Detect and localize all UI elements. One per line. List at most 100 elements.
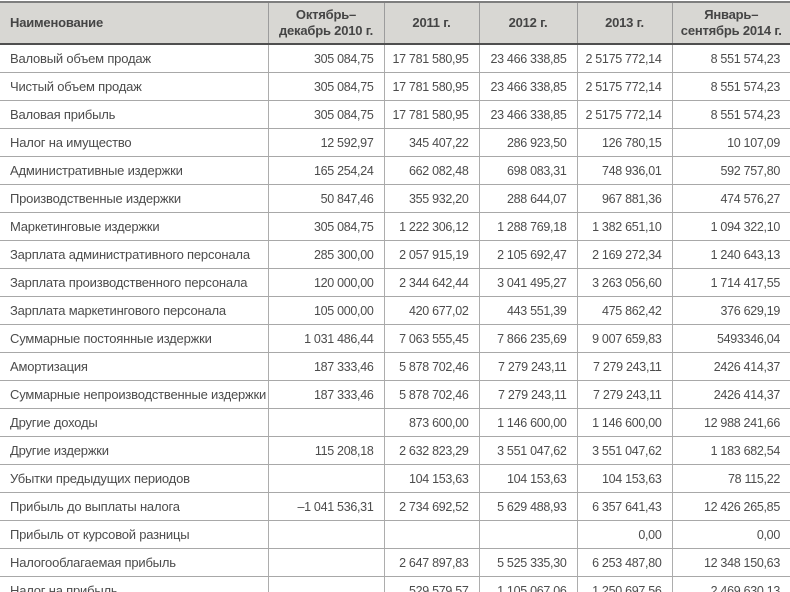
table-row: Прибыль до выплаты налога –1 041 536,31 2 …	[0, 492, 790, 521]
cell-value: 7 279 243,11	[576, 352, 672, 381]
cell-value: 165 254,24	[267, 156, 384, 185]
cell-value: 1 146 600,00	[478, 408, 577, 437]
row-label: Валовая прибыль	[0, 100, 268, 129]
cell-value: 7 866 235,69	[478, 324, 577, 353]
table-row: Прибыль от курсовой разницы 0,00 0,00	[0, 520, 790, 549]
cell-value: 23 466 338,85	[478, 100, 577, 129]
cell-value: 748 936,01	[576, 156, 672, 185]
cell-value: 967 881,36	[576, 184, 672, 213]
cell-value: 105 000,00	[267, 296, 384, 325]
cell-value: 3 263 056,60	[576, 268, 672, 297]
cell-value	[383, 520, 479, 549]
table-row: Зарплата производственного персонала 120 …	[0, 268, 790, 297]
table-row: Налог на прибыль 529 579,57 1 105 067,06 1 …	[0, 576, 790, 592]
cell-value: 115 208,18	[267, 436, 384, 465]
table-row: Суммарные постоянные издержки 1 031 486,4…	[0, 324, 790, 353]
table-row: Валовый объем продаж 305 084,75 17 781 580…	[0, 44, 790, 73]
cell-value: 8 551 574,23	[671, 100, 790, 129]
cell-value: 6 253 487,80	[576, 548, 672, 577]
table-row: Маркетинговые издержки 305 084,75 1 222 30…	[0, 212, 790, 241]
cell-value: 474 576,27	[671, 184, 790, 213]
cell-value: 305 084,75	[267, 72, 384, 101]
cell-value: 2 469 630,13	[671, 576, 790, 592]
row-label: Административные издержки	[0, 156, 268, 185]
cell-value: 2 169 272,34	[576, 240, 672, 269]
row-label: Чистый объем продаж	[0, 72, 268, 101]
cell-value: 8 551 574,23	[671, 44, 790, 73]
cell-value: 7 279 243,11	[478, 352, 577, 381]
cell-value: 12 592,97	[267, 128, 384, 157]
cell-value: 12 348 150,63	[671, 548, 790, 577]
cell-value: 1 250 697,56	[576, 576, 672, 592]
cell-value: 345 407,22	[383, 128, 479, 157]
cell-value: 873 600,00	[383, 408, 479, 437]
cell-value: 662 082,48	[383, 156, 479, 185]
table-header: Наименование Октябрь– декабрь 2010 г. 20…	[0, 2, 790, 45]
cell-value	[267, 408, 384, 437]
cell-value: 9 007 659,83	[576, 324, 672, 353]
table-row: Налог на имущество 12 592,97 345 407,22 286…	[0, 128, 790, 157]
cell-value: 12 988 241,66	[671, 408, 790, 437]
cell-value: 475 862,42	[576, 296, 672, 325]
row-label: Производственные издержки	[0, 184, 268, 213]
cell-value: 5493346,04	[671, 324, 790, 353]
cell-value: 376 629,19	[671, 296, 790, 325]
cell-value: 3 551 047,62	[576, 436, 672, 465]
column-header-2012: 2012 г.	[478, 2, 577, 45]
header-row: Наименование Октябрь– декабрь 2010 г. 20…	[0, 2, 790, 45]
cell-value: 2 344 642,44	[383, 268, 479, 297]
table-row: Производственные издержки 50 847,46 355 93…	[0, 184, 790, 213]
row-label: Зарплата производственного персонала	[0, 268, 268, 297]
cell-value: 120 000,00	[267, 268, 384, 297]
cell-value: 305 084,75	[267, 44, 384, 73]
cell-value	[267, 464, 384, 493]
cell-value	[267, 520, 384, 549]
table-row: Административные издержки 165 254,24 662 0…	[0, 156, 790, 185]
row-label: Амортизация	[0, 352, 268, 381]
cell-value: 104 153,63	[383, 464, 479, 493]
cell-value: 17 781 580,95	[383, 100, 479, 129]
row-label: Прибыль до выплаты налога	[0, 492, 268, 521]
cell-value: 2 057 915,19	[383, 240, 479, 269]
row-label: Зарплата административного персонала	[0, 240, 268, 269]
table-row: Валовая прибыль 305 084,75 17 781 580,95 23…	[0, 100, 790, 129]
cell-value: 2 5175 772,14	[576, 44, 672, 73]
cell-value: 104 153,63	[576, 464, 672, 493]
cell-value: 0,00	[576, 520, 672, 549]
cell-value: 288 644,07	[478, 184, 577, 213]
cell-value: 23 466 338,85	[478, 72, 577, 101]
cell-value: 285 300,00	[267, 240, 384, 269]
cell-value: 6 357 641,43	[576, 492, 672, 521]
cell-value: 0,00	[671, 520, 790, 549]
cell-value: 5 878 702,46	[383, 352, 479, 381]
cell-value: 2 105 692,47	[478, 240, 577, 269]
cell-value: 5 629 488,93	[478, 492, 577, 521]
table-body: Валовый объем продаж 305 084,75 17 781 580…	[0, 44, 790, 592]
row-label: Убытки предыдущих периодов	[0, 464, 268, 493]
cell-value: 8 551 574,23	[671, 72, 790, 101]
cell-value: 2426 414,37	[671, 352, 790, 381]
cell-value: 187 333,46	[267, 380, 384, 409]
cell-value: 3 041 495,27	[478, 268, 577, 297]
cell-value: 1 714 417,55	[671, 268, 790, 297]
cell-value: 2 632 823,29	[383, 436, 479, 465]
cell-value: 1 146 600,00	[576, 408, 672, 437]
cell-value	[478, 520, 577, 549]
cell-value: 7 063 555,45	[383, 324, 479, 353]
cell-value: 78 115,22	[671, 464, 790, 493]
cell-value: 126 780,15	[576, 128, 672, 157]
table-row: Убытки предыдущих периодов 104 153,63 104 …	[0, 464, 790, 493]
table-row: Другие издержки 115 208,18 2 632 823,29 3 5…	[0, 436, 790, 465]
column-header-2013: 2013 г.	[576, 2, 672, 45]
table-row: Чистый объем продаж 305 084,75 17 781 580,…	[0, 72, 790, 101]
column-header-name: Наименование	[0, 2, 268, 45]
table-row: Зарплата административного персонала 285 …	[0, 240, 790, 269]
cell-value: 305 084,75	[267, 100, 384, 129]
cell-value: 5 878 702,46	[383, 380, 479, 409]
table-row: Суммарные непроизводственные издержки 187…	[0, 380, 790, 409]
cell-value: 1 183 682,54	[671, 436, 790, 465]
row-label: Налог на имущество	[0, 128, 268, 157]
table-row: Другие доходы 873 600,00 1 146 600,00 1 146…	[0, 408, 790, 437]
